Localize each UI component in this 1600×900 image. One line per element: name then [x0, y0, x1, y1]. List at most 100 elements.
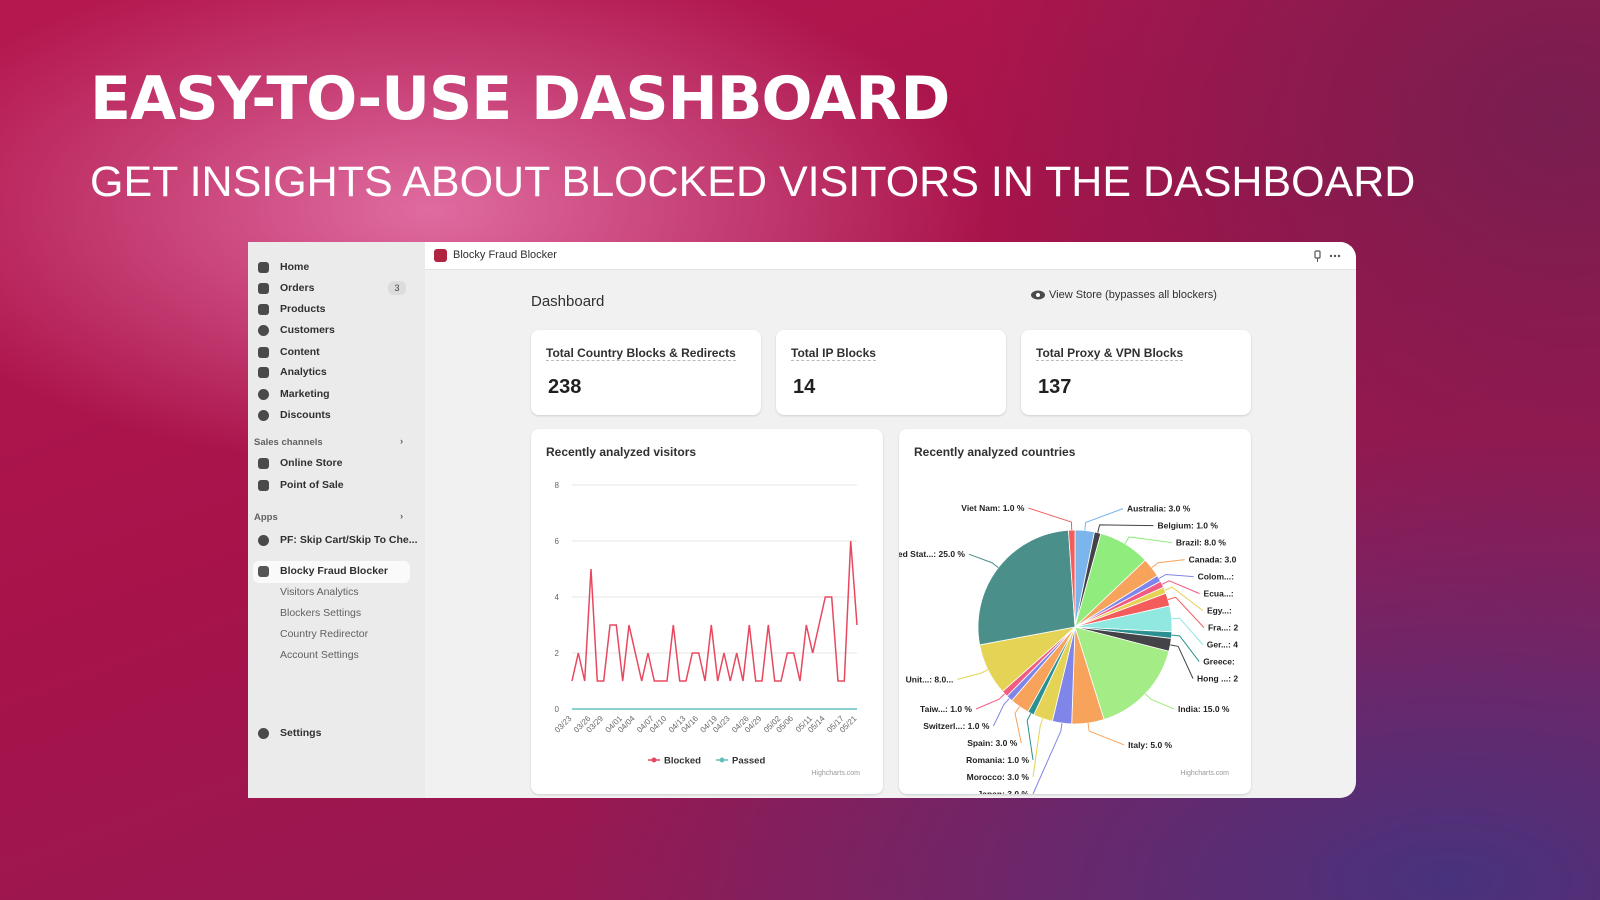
data-line — [571, 540, 858, 682]
leader-line — [1124, 536, 1172, 545]
icon — [258, 367, 269, 378]
leader-line — [1032, 718, 1044, 778]
sub-item[interactable]: Country Redirector — [280, 628, 369, 640]
eye-icon — [1031, 290, 1045, 300]
data-label: Greece: — [1203, 657, 1235, 667]
stat-label: Total IP Blocks — [791, 346, 876, 361]
y-tick-label: 8 — [555, 481, 560, 490]
nav-item[interactable]: Online Store — [280, 457, 343, 469]
leader-line — [1084, 508, 1124, 531]
chart-card: Recently analyzed visitors 0 2 4 6 8 03/23 03/2… — [531, 429, 883, 794]
credit: Highcharts.com — [1180, 770, 1229, 777]
view-store-link[interactable]: View Store (bypasses all blockers) — [1049, 289, 1217, 301]
nav-item[interactable]: Marketing — [280, 388, 330, 400]
icon — [258, 347, 269, 358]
leader-line — [1087, 723, 1125, 746]
nav-item[interactable]: Orders — [280, 282, 315, 294]
leader-line — [1014, 706, 1022, 744]
leader-line — [1161, 580, 1200, 595]
sub-item[interactable]: Blockers Settings — [280, 607, 362, 619]
top-actions[interactable] — [1313, 249, 1343, 263]
leader-line — [1164, 586, 1204, 612]
data-label: Taiw...: 1.0 % — [920, 704, 972, 714]
data-label: Australia: 3.0 % — [1127, 504, 1191, 514]
pie-slice — [977, 529, 1076, 646]
data-label: Romania: 1.0 % — [966, 755, 1029, 765]
icon — [258, 389, 269, 400]
leader-line — [1171, 634, 1200, 662]
legend-label: Blocked — [664, 756, 701, 767]
icon — [258, 410, 269, 421]
data-label: Ecua...: — [1204, 589, 1234, 599]
badge: 3 — [388, 281, 406, 295]
nav-item[interactable]: Home — [280, 261, 310, 273]
nav-item[interactable]: Products — [280, 303, 326, 315]
app-icon — [434, 249, 447, 262]
x-tick-label: 03/23 — [553, 714, 574, 735]
pie-chart: Recently analyzed countries Australia: 3.… — [899, 445, 1239, 794]
data-label: Canada: 3.0 — [1189, 555, 1237, 565]
stat-card: Total Proxy & VPN Blocks 137 — [1021, 330, 1251, 415]
icon — [258, 325, 269, 336]
data-label: Colom...: — [1198, 572, 1235, 582]
chevron[interactable]: › — [400, 436, 404, 447]
y-tick-label: 4 — [555, 593, 560, 602]
nav-item[interactable]: Content — [280, 346, 320, 358]
stat-label: Total Proxy & VPN Blocks — [1036, 346, 1184, 361]
leader-line — [1028, 507, 1073, 531]
sub-item[interactable]: Visitors Analytics — [280, 586, 359, 598]
nav-item[interactable]: Customers — [280, 324, 335, 336]
section-title[interactable]: Apps — [254, 512, 278, 523]
leader-line — [968, 553, 999, 569]
leader-line — [1151, 559, 1185, 569]
nav-item[interactable]: Analytics — [280, 366, 327, 378]
leader-line — [1158, 573, 1194, 579]
headline: EASY-TO-USE DASHBOARD — [90, 64, 950, 134]
leader-line — [1032, 723, 1063, 794]
icon — [258, 480, 269, 491]
data-label: Ger...: 4 — [1207, 640, 1238, 650]
stat-value: 14 — [793, 376, 816, 398]
chart-title: Recently analyzed countries — [914, 445, 1076, 459]
legend-marker — [651, 757, 657, 763]
data-label: United Stat...: 25.0 % — [899, 549, 965, 559]
stat-value: 238 — [548, 376, 582, 398]
chevron[interactable]: › — [400, 511, 404, 522]
section-title[interactable]: Sales channels — [254, 437, 323, 448]
stat-label: Total Country Blocks & Redirects — [546, 346, 736, 361]
credit: Highcharts.com — [811, 770, 860, 777]
stat-value: 137 — [1038, 376, 1072, 398]
line-chart: Recently analyzed visitors0246803/2303/2… — [546, 445, 860, 777]
chart-title: Recently analyzed visitors — [546, 445, 696, 459]
app-window: Home Orders 3 Products Customers Content… — [248, 242, 1356, 798]
nav-item[interactable]: Settings — [280, 727, 322, 739]
icon — [258, 535, 269, 546]
icon — [258, 566, 269, 577]
data-label: Unit...: 8.0... — [906, 674, 954, 684]
nav-item[interactable]: PF: Skip Cart/Skip To Che... — [280, 534, 418, 546]
stat-card: Total IP Blocks 14 — [776, 330, 1006, 415]
icon — [258, 458, 269, 469]
leader-line — [1144, 693, 1175, 710]
data-label: Japan: 3.0 % — [978, 789, 1030, 794]
nav-item[interactable]: Blocky Fraud Blocker — [280, 565, 388, 577]
y-tick-label: 0 — [555, 705, 560, 714]
top-bar: Blocky Fraud Blocker — [425, 242, 1356, 270]
leader-line — [1170, 644, 1194, 679]
app-name: Blocky Fraud Blocker — [453, 249, 557, 261]
data-label: Spain: 3.0 % — [967, 738, 1018, 748]
nav-item[interactable]: Point of Sale — [280, 479, 344, 491]
data-label: Viet Nam: 1.0 % — [961, 503, 1025, 513]
data-label: Morocco: 3.0 % — [967, 772, 1030, 782]
leader-line — [957, 669, 989, 680]
sub-item[interactable]: Account Settings — [280, 649, 359, 661]
chart-card: Recently analyzed countries Australia: 3.… — [899, 429, 1251, 794]
nav-item[interactable]: Discounts — [280, 409, 331, 421]
data-label: Fra...: 2 — [1208, 623, 1239, 633]
subheadline: GET INSIGHTS ABOUT BLOCKED VISITORS IN T… — [90, 158, 1416, 206]
data-label: Switzerl...: 1.0 % — [923, 721, 990, 731]
leader-line — [1097, 524, 1154, 533]
icon — [258, 283, 269, 294]
leader-line — [975, 693, 1006, 710]
